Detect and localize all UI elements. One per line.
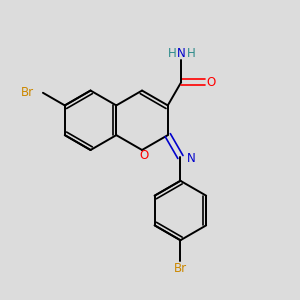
Text: O: O — [207, 76, 216, 89]
Text: O: O — [139, 149, 148, 162]
Text: N: N — [187, 152, 196, 165]
Text: Br: Br — [21, 86, 34, 99]
Text: N: N — [177, 47, 186, 60]
Text: Br: Br — [174, 262, 187, 275]
Text: H: H — [168, 47, 177, 60]
Text: H: H — [187, 47, 196, 60]
